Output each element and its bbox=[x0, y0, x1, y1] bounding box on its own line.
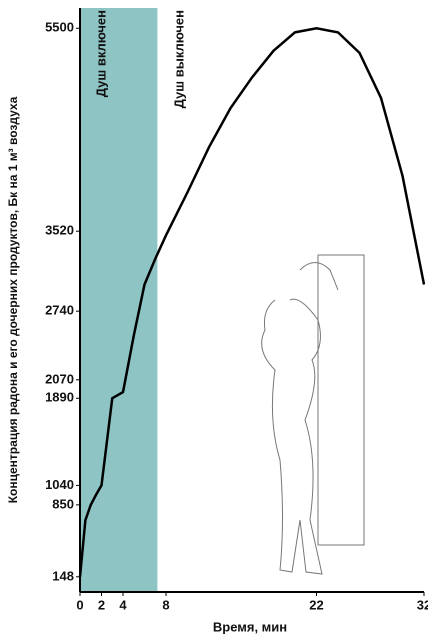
x-tick-label: 8 bbox=[162, 597, 169, 612]
y-tick-label: 2740 bbox=[45, 303, 74, 318]
y-tick-label: 1890 bbox=[45, 390, 74, 405]
tile-wall bbox=[317, 254, 365, 546]
y-tick-label: 2070 bbox=[45, 371, 74, 386]
x-tick-label: 2 bbox=[98, 597, 105, 612]
y-tick-label: 148 bbox=[52, 568, 74, 583]
x-tick-label: 4 bbox=[119, 597, 127, 612]
shower-illustration bbox=[261, 254, 365, 575]
y-tick-label: 1040 bbox=[45, 477, 74, 492]
y-axis-label: Концентрация радона и его дочерних проду… bbox=[6, 96, 20, 503]
shaded-region bbox=[80, 8, 158, 592]
region-label: Душ включен bbox=[93, 10, 108, 97]
x-tick-label: 0 bbox=[76, 597, 83, 612]
person-outline bbox=[261, 298, 323, 575]
annotation: Душ выключен bbox=[172, 10, 187, 108]
y-tick-label: 5500 bbox=[45, 20, 74, 35]
y-tick-label: 3520 bbox=[45, 223, 74, 238]
y-tick-label: 850 bbox=[52, 496, 74, 511]
x-axis-label: Время, мин bbox=[213, 619, 287, 634]
x-tick-label: 22 bbox=[309, 597, 323, 612]
data-line bbox=[78, 26, 426, 577]
x-tick-label: 32 bbox=[417, 597, 428, 612]
shower-pipe bbox=[299, 262, 339, 291]
